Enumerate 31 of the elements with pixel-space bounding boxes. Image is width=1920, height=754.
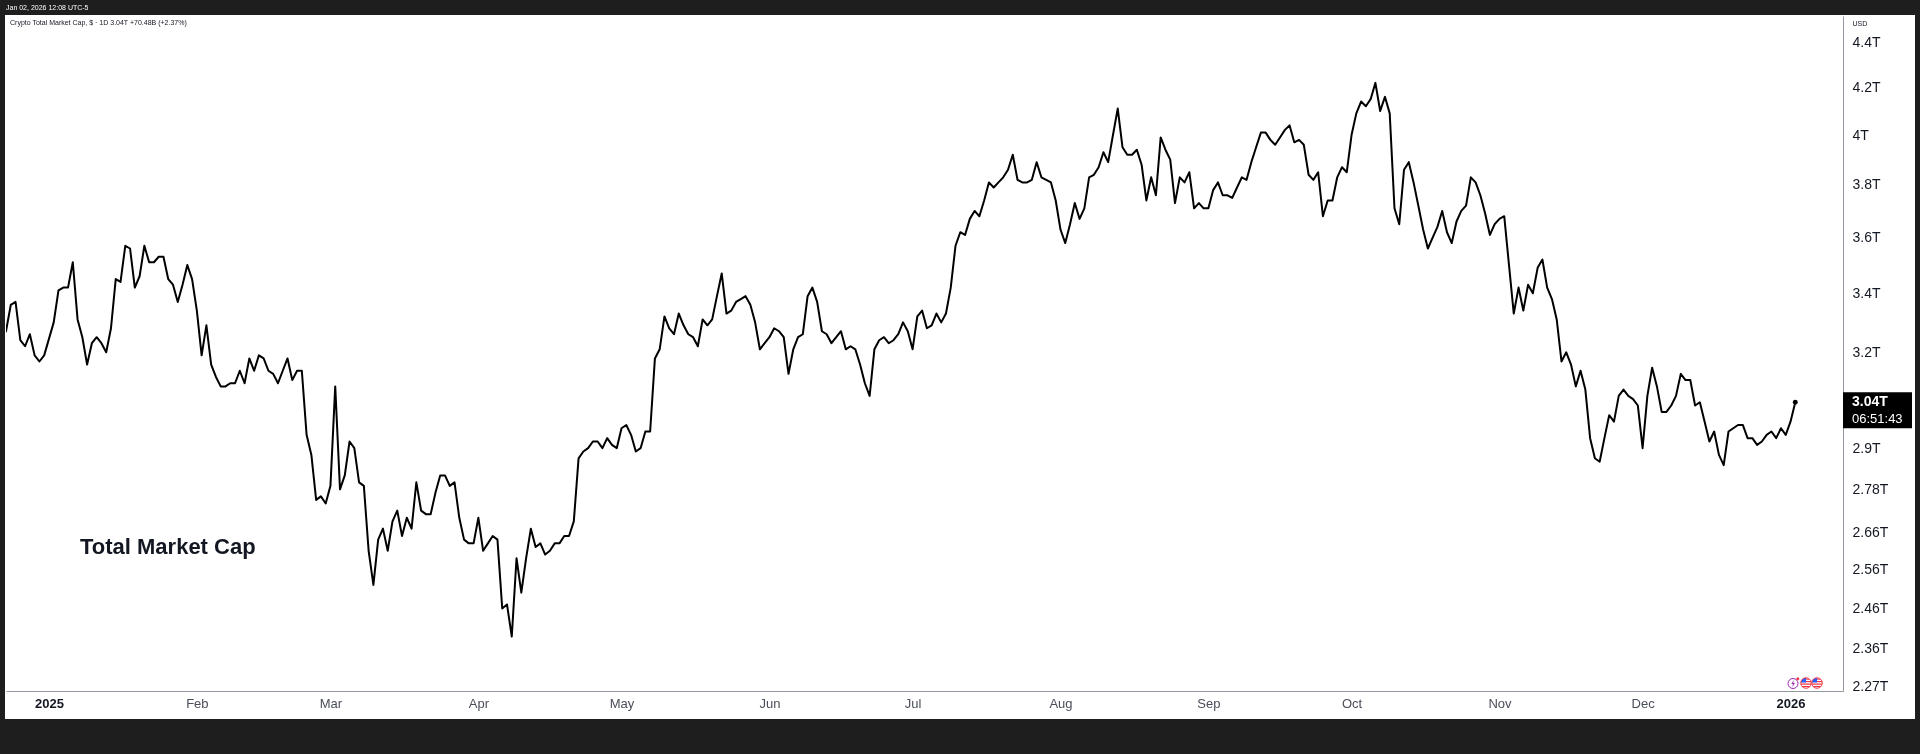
y-tick-label: 3.4T: [1852, 284, 1881, 301]
y-tick-label: 2.56T: [1852, 561, 1889, 578]
y-tick-label: 2.9T: [1852, 439, 1881, 456]
y-tick-label: 4.4T: [1852, 33, 1881, 50]
x-tick-label: Sep: [1197, 695, 1221, 711]
x-tick-label: Mar: [319, 695, 343, 711]
x-tick-label: May: [609, 695, 635, 711]
y-tick-label: 3.8T: [1852, 176, 1881, 193]
x-tick-label: 2025: [34, 695, 64, 711]
x-tick-label: Feb: [186, 695, 209, 711]
y-tick-label: 2.46T: [1852, 599, 1889, 616]
y-tick-label: 4.2T: [1852, 79, 1881, 96]
text: 06:51:43: [1852, 411, 1903, 427]
y-tick-label: 4T: [1852, 126, 1870, 143]
y-tick-label: 2.66T: [1852, 523, 1889, 540]
x-tick-label: Jul: [904, 695, 922, 711]
x-tick-label: Dec: [1631, 695, 1656, 711]
y-tick-label: 3.6T: [1852, 229, 1881, 246]
y-tick-label: 2.36T: [1852, 640, 1889, 657]
text: Total Market Cap: [80, 534, 256, 559]
x-tick-label: Apr: [468, 695, 490, 711]
x-tick-label: Nov: [1488, 695, 1513, 711]
x-tick-label: Oct: [1341, 695, 1363, 711]
text: 3.04T: [1852, 393, 1889, 410]
x-tick-label: Aug: [1049, 695, 1073, 711]
y-tick-label: 3.2T: [1852, 343, 1881, 360]
x-tick-label: Jun: [759, 695, 781, 711]
line-series: [6, 81, 1797, 638]
y-tick-label: 2.27T: [1852, 678, 1889, 695]
y-tick-label: 2.78T: [1852, 480, 1889, 497]
x-tick-label: 2026: [1776, 695, 1806, 711]
